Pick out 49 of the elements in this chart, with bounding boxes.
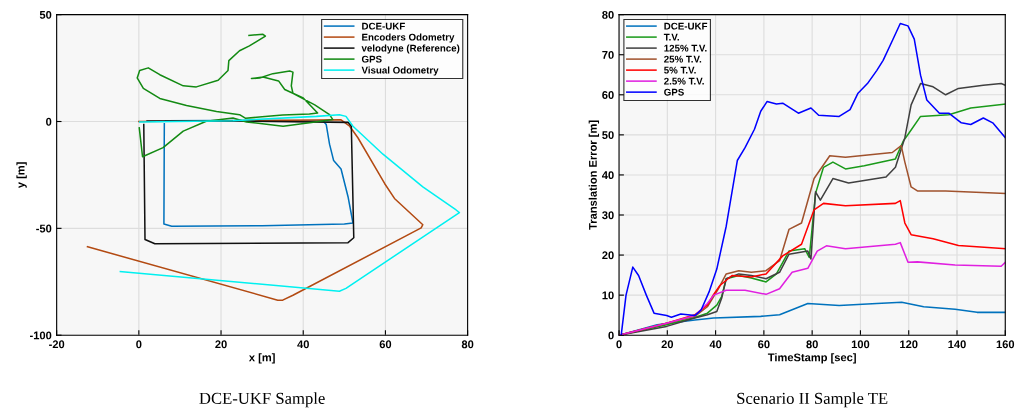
legend-label: T.V. xyxy=(663,33,679,41)
legend-label: DCE-UKF xyxy=(664,22,708,30)
x-axis-title: x [m] xyxy=(248,353,275,364)
x-tick-label: 0 xyxy=(616,340,622,349)
legend-label: Visual Odometry xyxy=(361,66,439,76)
x-tick-label: 100 xyxy=(851,340,870,349)
legend-label: 125% T.V. xyxy=(664,44,707,52)
x-tick-label: 0 xyxy=(136,340,142,349)
y-tick-label: -100 xyxy=(29,331,52,340)
legend-label: GPS xyxy=(361,55,382,63)
x-tick-label: -20 xyxy=(49,340,65,349)
x-tick-label: 80 xyxy=(461,340,474,349)
line-series xyxy=(143,120,355,245)
x-tick-label: 160 xyxy=(996,340,1015,349)
x-tick-label: 20 xyxy=(661,340,674,349)
legend-label: velodyne (Reference) xyxy=(361,44,460,54)
y-tick-label: 20 xyxy=(602,251,614,260)
y-tick-label: 50 xyxy=(39,10,52,19)
x-tick-label: 60 xyxy=(758,340,770,349)
legend-label: 5% T.V. xyxy=(664,66,696,74)
y-tick-label: 40 xyxy=(601,171,614,180)
text: DCE-UKF Sample xyxy=(199,392,325,408)
y-tick-label: 50 xyxy=(602,131,614,139)
line-series xyxy=(136,33,334,158)
y-tick-label: 80 xyxy=(602,10,614,19)
y-tick-label: 0 xyxy=(608,331,614,340)
y-tick-label: 0 xyxy=(46,117,52,126)
y-axis-title: Translation Error [m] xyxy=(588,120,600,230)
y-tick-label: -50 xyxy=(36,224,52,233)
legend-label: 2.5% T.V. xyxy=(664,77,704,85)
legend-label: 25% T.V. xyxy=(664,55,702,63)
y-tick-label: 10 xyxy=(602,291,614,300)
x-tick-label: 40 xyxy=(297,340,309,349)
x-tick-label: 20 xyxy=(215,340,227,349)
legend-label: Encoders Odometry xyxy=(362,33,455,43)
y-tick-label: 30 xyxy=(602,211,614,220)
x-tick-label: 80 xyxy=(806,340,818,349)
y-tick-label: 60 xyxy=(602,91,614,99)
x-tick-label: 60 xyxy=(379,340,392,349)
x-tick-label: 40 xyxy=(709,340,722,349)
line-series xyxy=(119,113,461,292)
x-tick-label: 140 xyxy=(948,340,966,349)
text: Scenario II Sample TE xyxy=(737,392,888,408)
x-axis-title: TimeStamp [sec] xyxy=(767,353,856,364)
y-axis-title: y [m] xyxy=(16,162,27,189)
legend-label: GPS xyxy=(664,88,684,96)
y-tick-label: 70 xyxy=(602,51,614,59)
x-tick-label: 120 xyxy=(900,340,918,349)
legend-label: DCE-UKF xyxy=(362,22,405,30)
